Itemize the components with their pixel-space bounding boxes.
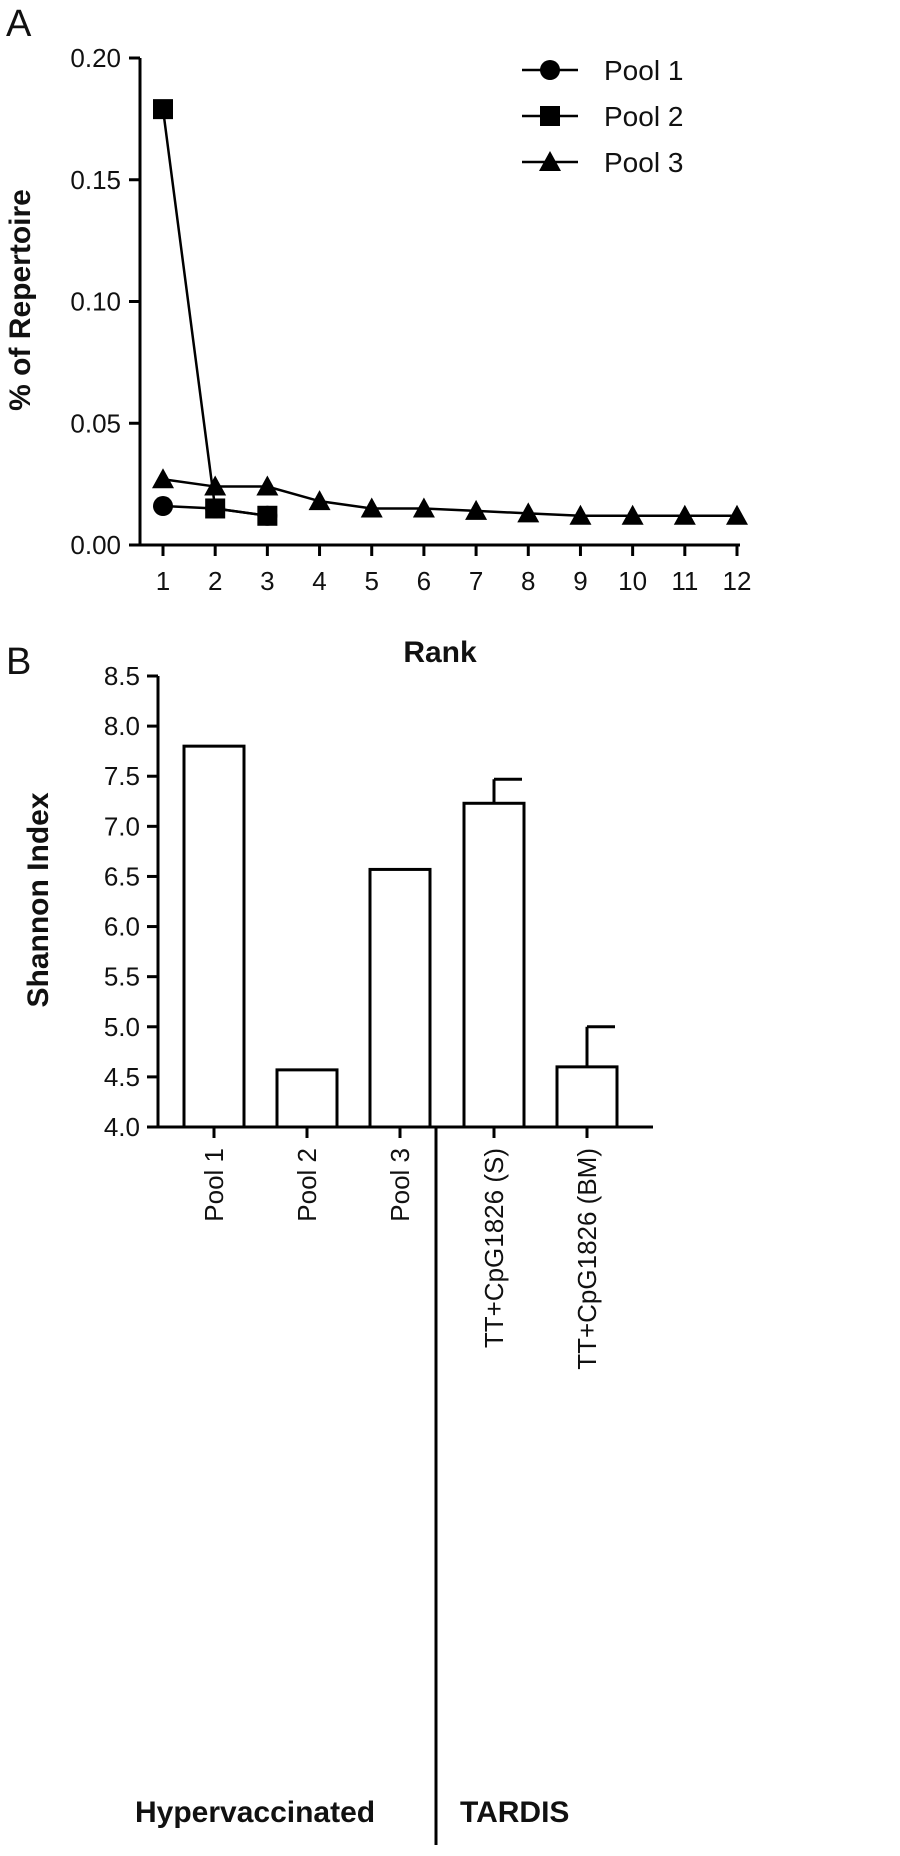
y-tick-label: 0.10 [70,287,121,317]
y-tick-label: 0.05 [70,408,121,438]
x-tick-label: 4 [312,566,326,596]
x-tick-label: 11 [671,566,698,596]
y-tick-label: 7.5 [104,761,140,791]
point-pool-3 [308,490,331,511]
y-tick-label: 8.0 [104,711,140,741]
y-tick-label: 6.0 [104,912,140,942]
group-label-tardis: TARDIS [460,1796,569,1829]
panel-a-x-axis-label: Rank [403,636,477,669]
series-line-pool-3 [162,478,737,518]
x-tick-label: 5 [364,566,378,596]
panel-a-x-ticks: 1 2 3 4 5 6 7 8 9 10 11 12 [156,545,752,596]
point-pool-3 [360,497,383,518]
category-label: TT+CpG1826 (S) [479,1148,509,1348]
point-pool-3 [726,504,748,525]
bar [555,1065,619,1129]
y-tick-label: 0.15 [70,165,121,195]
bar [182,744,246,1129]
point-pool-3 [256,475,279,496]
y-tick-label: 5.0 [104,1012,140,1042]
x-tick-label: 7 [469,566,483,596]
bar [275,1068,339,1129]
y-tick-label: 0.00 [70,530,121,560]
point-pool-3 [412,497,435,518]
x-tick-label: 10 [618,566,647,596]
series-line-pool-2 [161,108,268,518]
x-tick-label: 6 [417,566,431,596]
point-pool-3 [569,504,592,525]
point-pool-3 [204,475,227,496]
legend-label: Pool 1 [604,55,683,86]
point-pool-2 [205,498,226,519]
panel-a-line-chart: A 0.000.050.100.150.20 1 2 3 4 5 6 7 8 9 10 11 12 %… [4,3,751,669]
y-tick-label: 4.5 [104,1062,140,1092]
panel-b-y-axis-label: Shannon Index [22,792,55,1007]
point-pool-2 [153,99,173,120]
point-pool-3 [673,504,696,525]
panel-b-category-labels: Pool 1 Pool 2 Pool 3 TT+CpG1826 (S) TT+CpG18… [199,1127,602,1370]
x-tick-label: 2 [208,566,222,596]
y-tick-label: 0.20 [70,43,121,73]
panel-b-bars [182,744,619,1129]
x-tick-label: 9 [573,566,587,596]
legend-marker-circle [540,60,560,80]
panel-b-y-ticks: 4.0 4.5 5.0 5.5 6.0 6.5 7.0 7.5 8.0 8.5 [104,661,158,1142]
x-tick-label: 3 [260,566,274,596]
panel-a-legend: Pool 1 Pool 2 Pool 3 [522,55,683,178]
panel-a-y-ticks: 0.00 0.05 0.10 0.15 0.20 [70,43,140,560]
category-label: Pool 3 [385,1148,415,1222]
y-tick-label: 6.5 [104,861,140,891]
panel-a-series [152,99,748,526]
point-pool-2 [257,505,278,526]
category-label: TT+CpG1826 (BM) [572,1148,602,1370]
point-pool-3 [152,468,174,489]
panel-b-bar-chart: B 4.0 4.5 5.0 5.5 6.0 6.5 7.0 7.5 8.0 8.5 Shannon… [6,641,653,1845]
bar [368,867,432,1129]
category-label: Pool 1 [199,1148,229,1222]
y-tick-label: 5.5 [104,962,140,992]
group-label-hypervaccinated: Hypervaccinated [135,1796,375,1829]
legend-marker-square [540,106,560,126]
y-tick-label: 8.5 [104,661,140,691]
y-tick-label: 4.0 [104,1112,140,1142]
y-tick-label: 7.0 [104,811,140,841]
point-pool-1 [153,496,173,517]
bar [462,801,526,1129]
x-tick-label: 1 [156,566,170,596]
legend-label: Pool 3 [604,147,683,178]
panel-b-label: B [6,641,31,683]
panel-a-label: A [6,3,32,45]
point-pool-3 [621,504,644,525]
category-label: Pool 2 [292,1148,322,1222]
legend-marker-triangle [539,151,561,171]
point-pool-3 [517,502,540,523]
panel-a-y-axis-label: % of Repertoire [4,189,37,411]
legend-label: Pool 2 [604,101,683,132]
point-pool-3 [465,499,488,520]
x-tick-label: 12 [723,566,752,596]
x-tick-label: 8 [521,566,535,596]
